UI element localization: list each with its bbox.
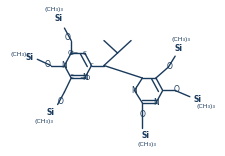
Text: Si: Si [25, 53, 33, 62]
Text: C: C [83, 51, 86, 56]
Text: (CH₃)₃: (CH₃)₃ [136, 142, 155, 147]
Text: (CH₃)₃: (CH₃)₃ [45, 7, 63, 12]
Text: Si: Si [141, 131, 149, 140]
Text: C: C [69, 51, 73, 56]
Text: (CH₃)₃: (CH₃)₃ [171, 37, 189, 41]
Text: N: N [81, 73, 87, 83]
Text: N: N [152, 98, 158, 107]
Text: O: O [173, 85, 178, 94]
Text: =O: =O [79, 75, 90, 81]
Text: C: C [89, 63, 93, 68]
Text: O: O [166, 62, 172, 71]
Text: N: N [61, 61, 67, 70]
Text: N: N [131, 86, 137, 95]
Text: O: O [139, 110, 145, 119]
Text: O: O [44, 60, 50, 69]
Text: O: O [58, 97, 64, 106]
Text: O: O [65, 33, 70, 42]
Text: Si: Si [193, 95, 201, 104]
Text: C: C [69, 74, 73, 79]
Text: O=: O= [68, 50, 79, 56]
Text: Si: Si [174, 44, 182, 53]
Text: Si: Si [54, 14, 63, 23]
Text: (CH₃)₃: (CH₃)₃ [34, 119, 53, 124]
Text: (CH₃)₃: (CH₃)₃ [195, 104, 214, 109]
Text: (CH₃)₃: (CH₃)₃ [11, 52, 30, 57]
Text: Si: Si [47, 108, 55, 117]
